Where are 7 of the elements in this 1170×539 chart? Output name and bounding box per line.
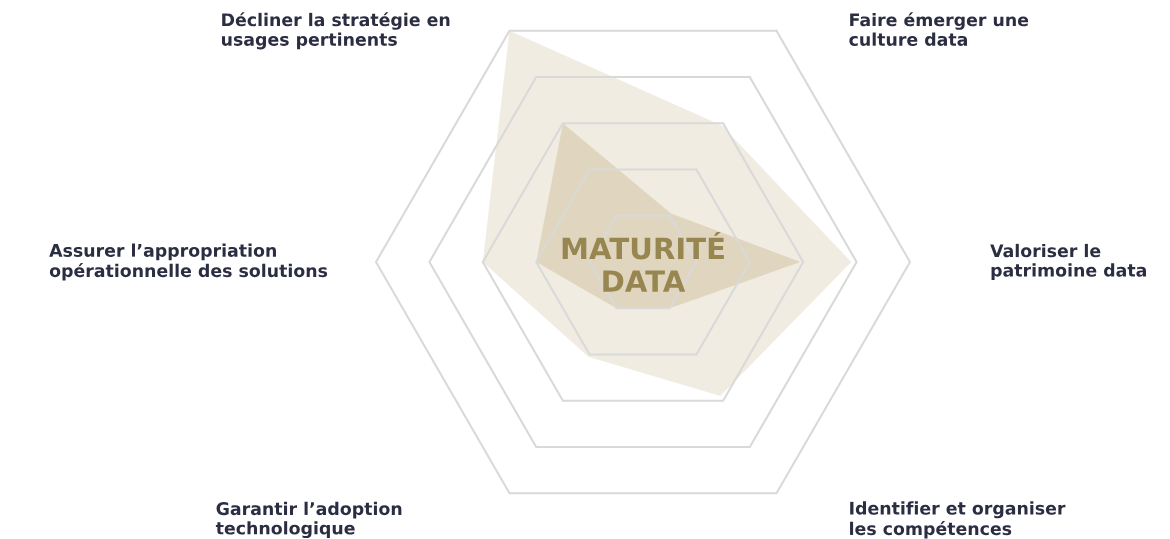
spoke-label: Décliner la stratégie en usages pertinents — [221, 12, 450, 50]
text: MATURITÉ DATA — [562, 232, 724, 292]
spoke-label: Faire émerger une culture data — [849, 12, 1029, 46]
spoke-label: Assurer l’appropriation opérationnelle des solutions — [49, 243, 328, 281]
spoke-label: Identifier et organiser les compétences — [850, 501, 1066, 539]
spoke-label: Garantir l’adoption technologique — [215, 501, 402, 539]
spoke-label: Valoriser le patrimoine data — [990, 243, 1146, 281]
